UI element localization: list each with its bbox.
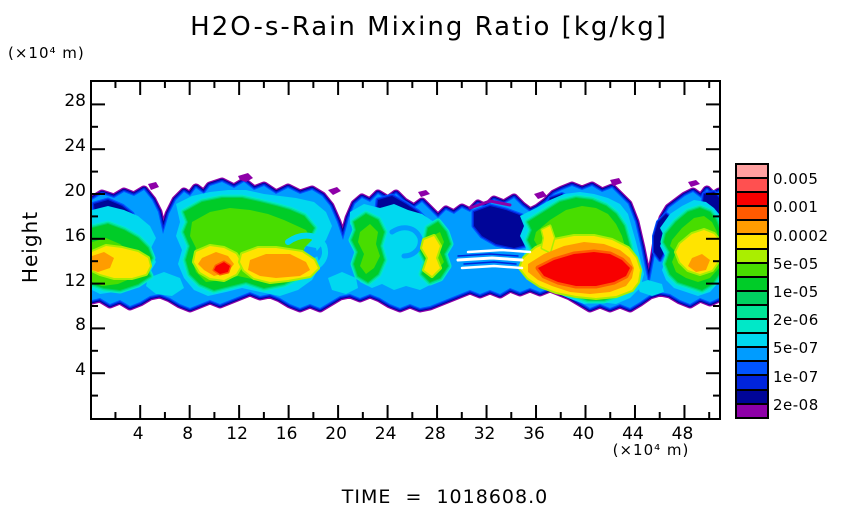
colorbar-swatch [737,177,767,192]
time-annotation: TIME = 1018608.0 [341,486,549,508]
x-tick-label: 32 [473,424,496,444]
colorbar-label: 5e-07 [773,339,819,358]
colorbar-label: 1e-07 [773,367,819,386]
colorbar-label: 1e-05 [773,282,819,301]
contour-field [92,82,719,418]
colorbar-swatch [737,165,767,178]
x-tick-label: 4 [132,424,144,444]
colorbar-swatch [737,318,767,333]
y-tick-label: 12 [64,270,86,291]
x-axis-unit: (×10⁴ m) [612,441,690,459]
x-tick-label: 16 [275,424,298,444]
colorbar-label: 0.001 [773,198,819,217]
colorbar-swatch [737,289,767,304]
colorbar-label: 0.005 [773,170,819,189]
y-axis-unit: (×10⁴ m) [8,44,85,62]
x-tick-label: 24 [374,424,397,444]
y-tick-label: 20 [64,181,86,201]
x-tick-label: 28 [424,424,446,444]
colorbar-swatch [737,219,767,234]
y-axis-label: Height [18,210,42,284]
colorbar-swatch [737,233,767,248]
colorbar-swatch [737,247,767,262]
colorbar-swatch [737,205,767,220]
x-tick-label: 8 [182,424,194,444]
colorbar-swatch [737,360,767,375]
chart-title: H2O-s-Rain Mixing Ratio [kg/kg] [190,12,668,42]
plot-area [90,80,721,420]
colorbar-swatch [737,374,767,389]
colorbar-label: 0.0002 [773,226,829,245]
y-tick-label: 8 [75,315,86,336]
y-tick-label: 24 [64,136,86,157]
colorbar-label: 5e-05 [773,254,819,273]
colorbar-label: 2e-06 [773,311,819,330]
y-tick-label: 28 [64,91,86,112]
y-tick-label: 16 [64,225,86,246]
x-tick-label: 12 [226,424,248,444]
colorbar-swatch [737,402,767,417]
x-tick-label: 36 [523,424,545,444]
colorbar-swatch [737,388,767,403]
y-tick-label: 4 [75,360,86,381]
x-tick-label: 40 [572,424,595,444]
colorbar [735,163,769,419]
x-tick-label: 48 [671,424,694,444]
x-tick-label: 44 [622,424,644,444]
x-tick-label: 20 [325,424,347,444]
colorbar-swatch [737,275,767,290]
colorbar-swatch [737,303,767,319]
colorbar-swatch [737,332,767,347]
colorbar-swatch [737,191,767,206]
colorbar-label: 2e-08 [773,395,819,414]
colorbar-swatch [737,261,767,276]
colorbar-swatch [737,346,767,361]
